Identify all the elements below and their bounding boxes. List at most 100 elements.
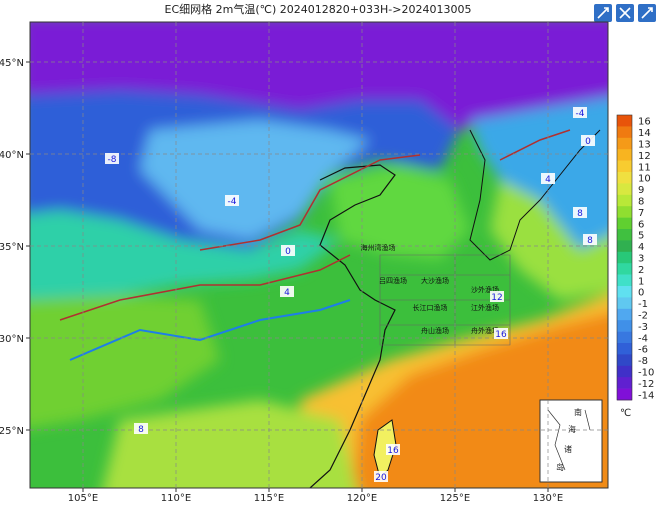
- colorbar-unit: ℃: [620, 408, 631, 419]
- contour-label: 0: [285, 247, 291, 257]
- contour-label: 4: [284, 288, 290, 298]
- colorbar-frame: [616, 114, 633, 401]
- contour-label-box: [386, 444, 400, 455]
- lat-tick-label: 45°N: [0, 58, 24, 69]
- fishing-zone-label: 吕四渔场: [379, 276, 407, 285]
- inset-label: 南: [574, 407, 582, 417]
- colorbar-cell: [617, 206, 632, 218]
- colorbar-cell: [617, 343, 632, 355]
- contour-label: 4: [545, 175, 551, 185]
- colorbar-label: -2: [638, 311, 648, 322]
- contour-label: -4: [228, 197, 237, 207]
- colorbar-label: -14: [638, 390, 654, 401]
- contour-label-box: [573, 207, 587, 218]
- colorbar-label: 14: [638, 128, 651, 139]
- colorbar-cell: [617, 320, 632, 332]
- colorbar-label: 10: [638, 174, 651, 185]
- contour-label-box: [490, 291, 504, 302]
- contour-label-box: [281, 245, 295, 256]
- colorbar-cell: [617, 126, 632, 139]
- colorbar-label: 7: [638, 208, 644, 219]
- lat-tick-label: 40°N: [0, 150, 24, 161]
- colorbar-cell: [617, 194, 632, 207]
- fishing-zone-label: 舟山渔场: [421, 326, 449, 335]
- colorbar-label: -6: [638, 345, 648, 356]
- colorbar-label: -1: [638, 299, 648, 310]
- colorbar-cell: [617, 251, 632, 264]
- contour-label: 12: [491, 293, 502, 303]
- contour-label: 16: [495, 330, 507, 340]
- fishing-zone-label: 长江口渔场: [413, 303, 448, 312]
- fishing-zone-label: 舟外渔场: [471, 326, 499, 335]
- lon-tick-label: 120°E: [347, 493, 377, 504]
- colorbar-label: 8: [638, 197, 644, 208]
- contour-label-box: [541, 173, 555, 184]
- map-field: [30, 22, 608, 488]
- contour-label: 8: [587, 236, 593, 246]
- lon-tick-label: 125°E: [440, 493, 470, 504]
- colorbar-label: 2: [638, 265, 644, 276]
- contour-label-box: [374, 471, 388, 482]
- lon-tick-label: 130°E: [533, 493, 563, 504]
- contour-label: -4: [576, 109, 585, 119]
- colorbar-cell: [617, 263, 632, 275]
- colorbar-cell: [617, 388, 632, 401]
- colorbar-cell: [617, 217, 632, 230]
- colorbar-label: -8: [638, 356, 648, 367]
- inset-label: 岛: [556, 462, 564, 472]
- contour-label: 8: [138, 425, 144, 435]
- colorbar-label: -3: [638, 322, 648, 333]
- colorbar-cell: [617, 331, 632, 344]
- colorbar-cell: [617, 172, 632, 184]
- lon-tick-label: 105°E: [68, 493, 98, 504]
- contour-label-box: [573, 107, 587, 118]
- contour-label-box: [583, 234, 597, 245]
- toolbar: [594, 4, 656, 22]
- colorbar-cell: [617, 365, 632, 378]
- lon-tick-label: 110°E: [161, 493, 191, 504]
- colorbar-label: 12: [638, 151, 651, 162]
- colorbar-cell: [617, 240, 632, 253]
- contour-label-box: [581, 135, 595, 146]
- colorbar-cell: [617, 308, 632, 321]
- colorbar-label: 5: [638, 231, 644, 242]
- colorbar-label: -4: [638, 333, 648, 344]
- colorbar-label: -10: [638, 368, 654, 379]
- colorbar-cell: [617, 183, 632, 196]
- inset-map: [539, 399, 603, 483]
- lat-tick-label: 25°N: [0, 426, 24, 437]
- fishing-zone-label: 海州湾渔场: [361, 243, 396, 252]
- contour-label: 0: [585, 137, 591, 147]
- fishing-zone-label: 沙外渔场: [471, 285, 499, 294]
- colorbar-label: 16: [638, 117, 651, 128]
- colorbar-cell: [617, 160, 632, 173]
- contour-label: 20: [375, 473, 387, 483]
- colorbar-cell: [617, 137, 632, 150]
- lon-tick-label: 115°E: [254, 493, 284, 504]
- contour-label-box: [134, 423, 148, 434]
- colorbar-label: 6: [638, 219, 644, 230]
- colorbar-cell: [617, 377, 632, 389]
- contour-label-box: [225, 195, 239, 206]
- contour-label: -8: [108, 155, 117, 165]
- colorbar-label: 3: [638, 254, 644, 265]
- colorbar-label: 1: [638, 276, 644, 287]
- colorbar-cell: [617, 286, 632, 298]
- colorbar-label: 0: [638, 288, 644, 299]
- colorbar-label: 13: [638, 140, 651, 151]
- fishing-zone-label: 江外渔场: [471, 303, 499, 312]
- colorbar-cell: [617, 354, 632, 367]
- contour-label: 16: [387, 446, 399, 456]
- lat-tick-label: 35°N: [0, 242, 24, 253]
- contour-label-box: [494, 328, 508, 339]
- map-frame: [29, 21, 609, 489]
- colorbar-cell: [617, 297, 632, 310]
- inset-label: 诸: [564, 445, 572, 454]
- inset-label: 海: [568, 424, 576, 434]
- title: EC细网格 2m气温(℃) 2024012820+033H->202401300…: [165, 2, 472, 16]
- colorbar-label: 9: [638, 185, 644, 196]
- lat-tick-label: 30°N: [0, 334, 24, 345]
- colorbar-label: -12: [638, 379, 654, 390]
- contour-label: 8: [577, 209, 583, 219]
